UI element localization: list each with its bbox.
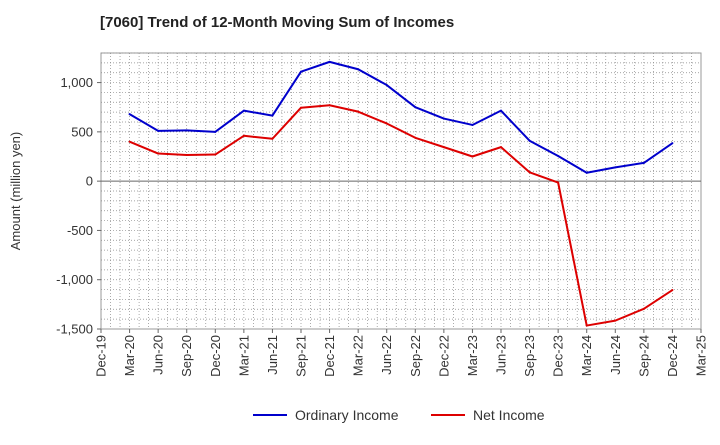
x-tick-label: Jun-22	[379, 335, 394, 375]
x-tick-label: Dec-23	[551, 335, 566, 377]
y-tick-label: 0	[86, 174, 93, 189]
x-tick-label: Jun-23	[494, 335, 509, 375]
x-tick-label: Sep-23	[522, 335, 537, 377]
x-tick-label: Dec-21	[322, 335, 337, 377]
legend-label: Net Income	[473, 407, 545, 423]
x-tick-label: Mar-21	[236, 335, 251, 376]
legend-item: Ordinary Income	[253, 407, 399, 423]
x-tick-label: Jun-21	[265, 335, 280, 375]
x-tick-label: Sep-24	[636, 335, 651, 377]
x-tick-label: Mar-20	[122, 335, 137, 376]
x-tick-label: Dec-20	[208, 335, 223, 377]
x-tick-label: Mar-22	[351, 335, 366, 376]
y-tick-label: 1,000	[60, 75, 93, 90]
x-tick-label: Jun-24	[608, 335, 623, 375]
x-tick-label: Sep-20	[179, 335, 194, 377]
x-tick-label: Mar-25	[694, 335, 709, 376]
x-tick-label: Dec-19	[94, 335, 109, 377]
x-tick-label: Sep-22	[408, 335, 423, 377]
y-tick-label: -1,000	[56, 272, 93, 287]
y-tick-label: 500	[71, 124, 93, 139]
chart-title: [7060] Trend of 12-Month Moving Sum of I…	[100, 14, 454, 31]
x-tick-label: Jun-20	[151, 335, 166, 375]
y-tick-label: -500	[67, 223, 93, 238]
x-tick-label: Dec-24	[665, 335, 680, 377]
x-tick-label: Dec-22	[436, 335, 451, 377]
x-tick-label: Sep-21	[294, 335, 309, 377]
x-tick-label: Mar-24	[579, 335, 594, 376]
y-axis-label: Amount (million yen)	[8, 132, 23, 251]
x-tick-label: Mar-23	[465, 335, 480, 376]
y-tick-label: -1,500	[56, 322, 93, 337]
legend-label: Ordinary Income	[295, 407, 399, 423]
legend-item: Net Income	[431, 407, 545, 423]
